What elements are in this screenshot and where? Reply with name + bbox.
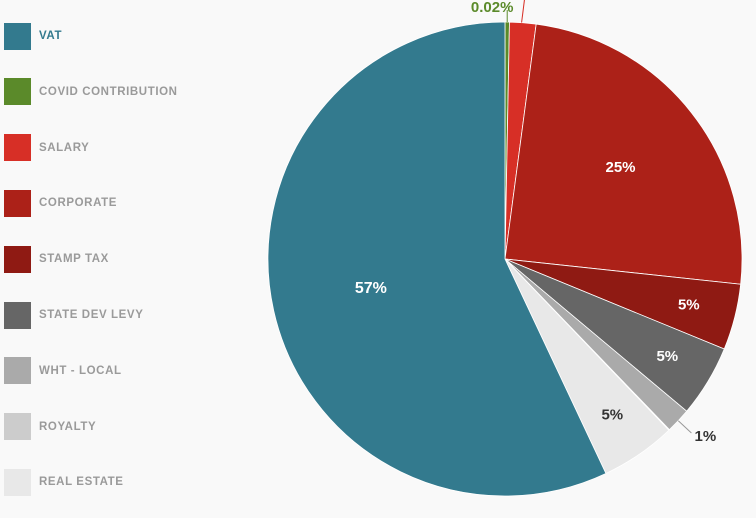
legend-item-corporate[interactable]: CORPORATE <box>4 189 117 217</box>
label-vat: 57% <box>355 280 387 297</box>
pie-slices <box>267 21 743 497</box>
pie-labels: 57% 0.02% 25% 5% 5% 1% 5% <box>355 0 716 445</box>
legend-item-vat[interactable]: VAT <box>4 22 62 50</box>
legend-label: COVID CONTRIBUTION <box>39 85 178 98</box>
legend-item-wht-local[interactable]: WHT - LOCAL <box>4 357 122 385</box>
legend-label: VAT <box>39 30 63 42</box>
legend-label: STATE DEV LEVY <box>39 309 144 321</box>
legend-item-royalty[interactable]: ROYALTY <box>4 413 96 441</box>
legend-swatch <box>4 468 31 496</box>
label-state-dev-levy: 5% <box>656 348 678 365</box>
legend-swatch <box>4 357 31 385</box>
legend-label: ROYALTY <box>39 420 97 433</box>
legend-swatch <box>4 301 31 329</box>
label-wht-local: 1% <box>695 428 717 445</box>
legend-swatch <box>4 245 31 273</box>
slice-vat[interactable] <box>267 21 607 497</box>
legend-swatch <box>4 413 31 441</box>
legend-item-covid-contribution[interactable]: COVID CONTRIBUTION <box>4 78 178 106</box>
label-corporate: 25% <box>605 159 635 176</box>
legend-label: WHT - LOCAL <box>39 364 122 377</box>
legend-label: REAL ESTATE <box>39 476 124 489</box>
legend-label: STAMP TAX <box>39 253 109 266</box>
leader-line-salary <box>521 0 525 23</box>
legend-item-stamp-tax[interactable]: STAMP TAX <box>4 245 109 273</box>
slice-corporate[interactable] <box>504 23 743 285</box>
legend-swatch <box>4 22 31 50</box>
legend-item-salary[interactable]: SALARY <box>4 134 89 162</box>
chart-legend: VAT COVID CONTRIBUTION SALARY CORPORATE STAM… <box>4 0 234 518</box>
label-stamp-tax: 5% <box>678 297 700 314</box>
legend-swatch <box>4 78 31 106</box>
legend-swatch <box>4 189 31 217</box>
legend-label: SALARY <box>39 141 90 154</box>
label-real-estate: 5% <box>601 406 623 423</box>
leader-line-wht-local <box>677 420 692 434</box>
legend-item-state-dev-levy[interactable]: STATE DEV LEVY <box>4 301 143 329</box>
legend-item-real-estate[interactable]: REAL ESTATE <box>4 468 124 496</box>
label-covid-contribution: 0.02% <box>471 0 514 16</box>
legend-swatch <box>4 134 31 162</box>
legend-label: CORPORATE <box>39 197 118 210</box>
